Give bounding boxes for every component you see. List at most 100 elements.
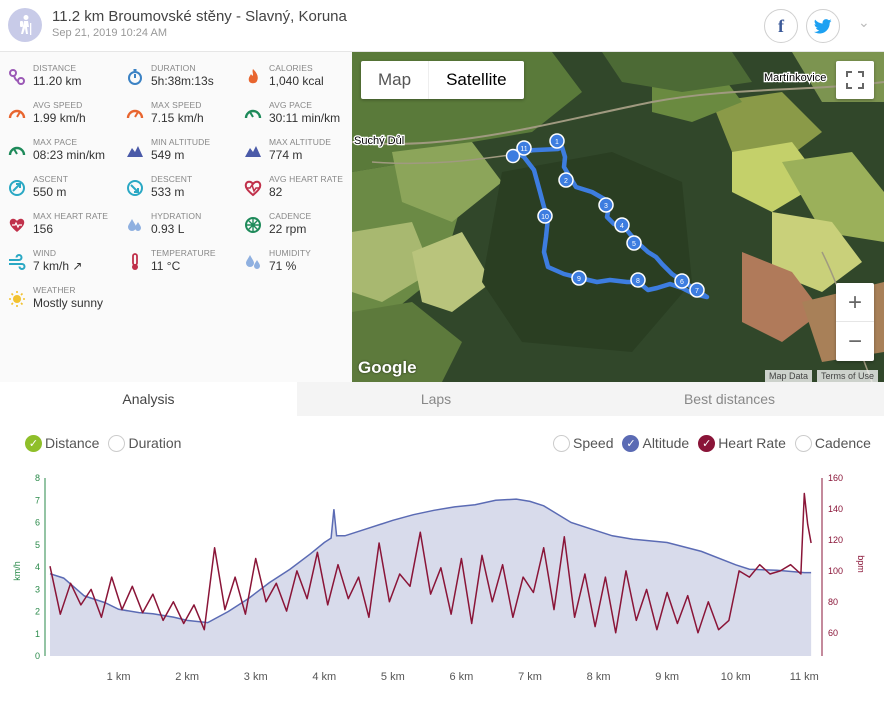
descent-icon	[126, 179, 144, 197]
lap-markers[interactable]: 1 2 3 4 5 6 7 8 9 10 11	[516, 133, 705, 298]
radio-empty-icon[interactable]	[553, 434, 570, 452]
mountain-icon	[244, 142, 262, 160]
tab-best-distances[interactable]: Best distances	[683, 391, 776, 407]
stat-calories: CALORIES 1,040 kcal	[236, 62, 354, 98]
toggle-heart-rate[interactable]: ✓ Heart Rate	[698, 434, 786, 452]
twitter-share-button[interactable]	[806, 9, 840, 43]
stat-descent: DESCENT 533 m	[118, 173, 236, 209]
checkmark-icon[interactable]: ✓	[622, 434, 640, 452]
heart-icon	[8, 216, 26, 234]
expand-chevron-icon[interactable]: ⌄	[858, 14, 870, 30]
lap-marker-5[interactable]: 5	[626, 235, 642, 251]
zoom-out-button[interactable]: −	[847, 328, 862, 355]
lap-marker-1[interactable]: 1	[549, 133, 565, 149]
activity-date: Sep 21, 2019 10:24 AM	[52, 27, 167, 39]
svg-text:9: 9	[577, 276, 581, 283]
toggle-cadence[interactable]: Cadence	[794, 434, 871, 452]
altitude-area	[50, 499, 812, 656]
x-tick: 5 km	[381, 671, 405, 683]
lap-marker-11[interactable]: 11	[516, 140, 532, 156]
y-left-tick: 7	[35, 495, 40, 505]
map-data-link[interactable]: Map Data	[765, 370, 813, 382]
tab-analysis[interactable]: Analysis	[0, 382, 297, 416]
stat-max-heart-rate: MAX HEART RATE 156	[0, 210, 118, 246]
stat-max-pace: MAX PACE 08:23 min/km	[0, 136, 118, 172]
x-axis-toggles: ✓ Distance Duration	[25, 432, 190, 454]
cadence-wheel-icon	[244, 216, 262, 234]
stat-distance: DISTANCE 11.20 km	[0, 62, 118, 98]
fullscreen-icon	[846, 71, 864, 89]
checkmark-icon[interactable]: ✓	[698, 434, 716, 452]
checkmark-icon[interactable]: ✓	[25, 434, 42, 452]
google-logo: Google	[358, 358, 417, 377]
stat-label: AVG PACE	[269, 100, 312, 110]
stat-value: 11.20 km	[33, 74, 82, 88]
stat-label: MAX HEART RATE	[33, 211, 109, 221]
stat-min-altitude: MIN ALTITUDE 549 m	[118, 136, 236, 172]
map-type-toggle: Map Satellite	[361, 61, 524, 99]
stat-value: 0.93 L	[151, 222, 185, 236]
y-left-tick: 3	[35, 584, 40, 594]
stat-hydration: HYDRATION 0.93 L	[118, 210, 236, 246]
svg-text:10: 10	[541, 214, 549, 221]
lap-marker-8[interactable]: 8	[630, 272, 646, 288]
stat-wind: WIND 7 km/h ↗	[0, 247, 118, 283]
radio-empty-icon[interactable]	[794, 434, 812, 452]
stat-label: MAX SPEED	[151, 100, 202, 110]
map-view-button[interactable]: Map	[378, 70, 412, 89]
tab-laps[interactable]: Laps	[420, 391, 452, 407]
y-left-tick: 4	[35, 562, 40, 572]
ascent-icon	[8, 179, 26, 197]
svg-text:8: 8	[636, 278, 640, 285]
svg-text:7: 7	[695, 288, 699, 295]
stat-value: 5h:38m:13s	[151, 74, 214, 88]
lap-marker-4[interactable]: 4	[614, 217, 630, 233]
lap-marker-9[interactable]: 9	[571, 270, 587, 286]
lap-marker-10[interactable]: 10	[537, 208, 553, 224]
stat-avg-heart-rate: AVG HEART RATE 82	[236, 173, 354, 209]
y-left-tick: 0	[35, 651, 40, 661]
analysis-chart[interactable]: 0 1 2 3 4 5 6 7 8 60 80 100 120 140 160 1 km 2 km 3 km 4 k…	[0, 466, 884, 697]
stat-value: Mostly sunny	[33, 296, 104, 310]
toggle-label: Speed	[573, 435, 614, 451]
toggle-label: Distance	[45, 435, 100, 451]
lap-marker-6[interactable]: 6	[674, 273, 690, 289]
y-right-tick: 60	[828, 628, 838, 638]
pace-gauge-icon	[8, 142, 26, 160]
y-left-tick: 8	[35, 473, 40, 483]
wind-icon	[8, 253, 26, 271]
stat-value: 82	[269, 185, 283, 199]
toggle-duration[interactable]: Duration	[108, 434, 182, 452]
stat-label: AVG SPEED	[33, 100, 83, 110]
lap-marker-3[interactable]: 3	[598, 197, 614, 213]
satellite-view-button[interactable]: Satellite	[428, 61, 523, 99]
twitter-icon	[814, 18, 832, 33]
lap-marker-7[interactable]: 7	[689, 282, 705, 298]
toggle-label: Duration	[128, 435, 182, 451]
toggle-distance[interactable]: ✓ Distance	[25, 434, 100, 452]
radio-empty-icon[interactable]	[108, 434, 126, 452]
start-pin-icon[interactable]	[505, 148, 521, 164]
svg-text:3: 3	[604, 203, 608, 210]
stat-ascent: ASCENT 550 m	[0, 173, 118, 209]
stat-value: 549 m	[151, 148, 185, 162]
zoom-control: + −	[836, 283, 874, 361]
flame-icon	[244, 68, 262, 86]
speedometer-icon	[126, 105, 144, 123]
activity-header: 11.2 km Broumovské stěny - Slavný, Korun…	[0, 0, 884, 52]
heart-rate-line	[49, 492, 812, 634]
y-left-axis-label: km/h	[12, 561, 22, 581]
stat-max-speed: MAX SPEED 7.15 km/h	[118, 99, 236, 135]
toggle-altitude[interactable]: ✓ Altitude	[622, 434, 689, 452]
zoom-in-button[interactable]: +	[836, 283, 874, 322]
route-map[interactable]: 1 2 3 4 5 6 7 8 9 10 11 Martínkovice Suchý Důl Map…	[352, 52, 884, 382]
svg-text:1: 1	[555, 139, 559, 146]
map-place-label-1: Martínkovice	[764, 72, 826, 84]
svg-text:2: 2	[564, 178, 568, 185]
lap-marker-2[interactable]: 2	[558, 172, 574, 188]
terms-of-use-link[interactable]: Terms of Use	[817, 370, 879, 382]
fullscreen-button[interactable]	[836, 61, 874, 99]
toggle-speed[interactable]: Speed	[553, 434, 614, 452]
stat-label: MAX PACE	[33, 137, 78, 147]
facebook-share-button[interactable]: f	[764, 9, 798, 43]
